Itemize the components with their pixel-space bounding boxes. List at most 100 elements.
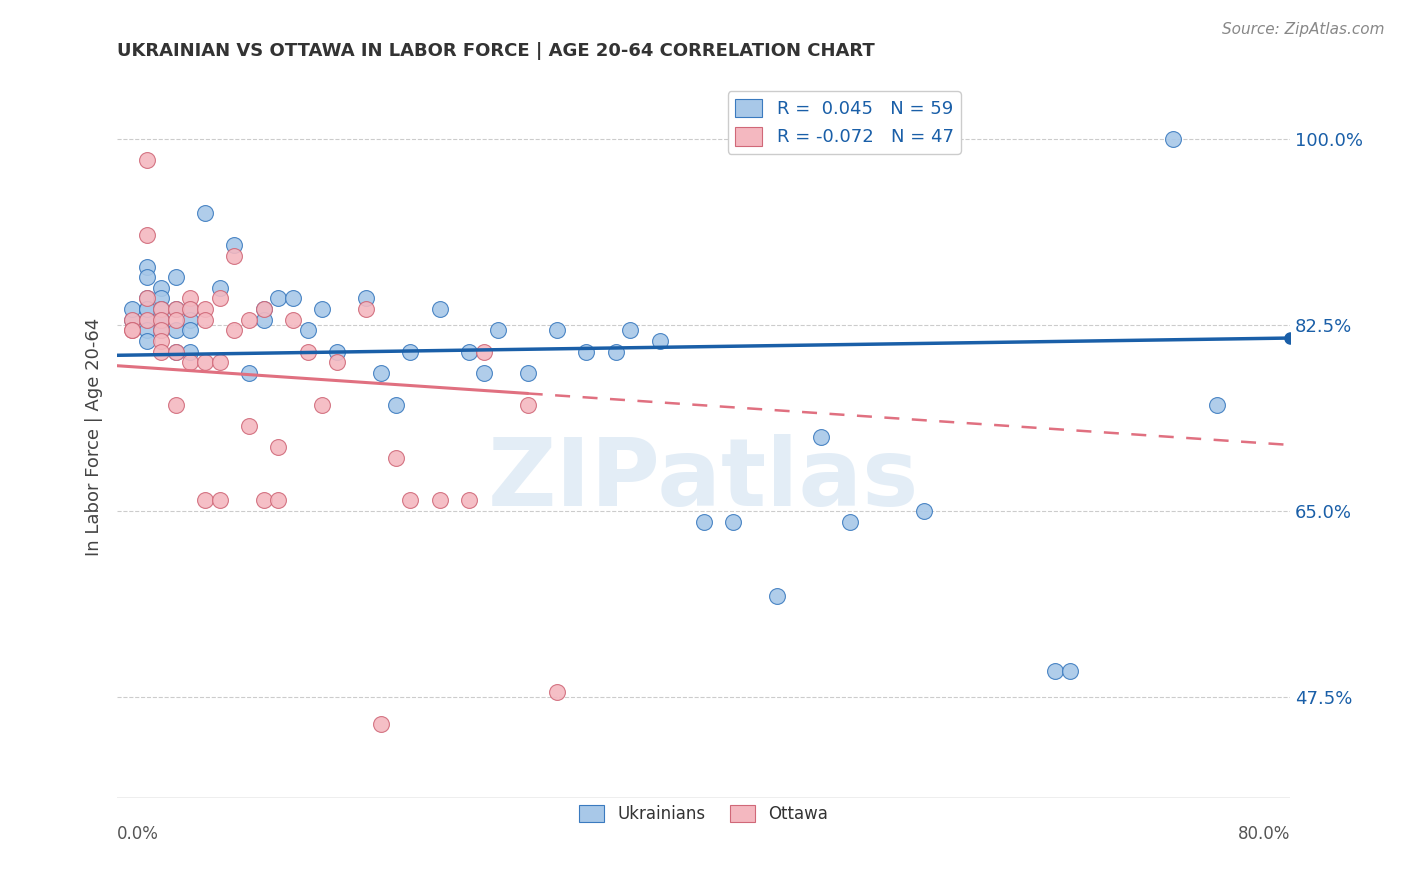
Point <box>839 515 862 529</box>
Point <box>150 344 173 359</box>
Point <box>150 334 173 348</box>
Point <box>458 493 481 508</box>
Point <box>179 355 201 369</box>
Point <box>150 323 173 337</box>
Point <box>399 493 422 508</box>
Point <box>165 398 187 412</box>
Point <box>135 312 157 326</box>
Point <box>135 153 157 168</box>
Point <box>135 323 157 337</box>
Point <box>194 493 217 508</box>
Point <box>281 312 304 326</box>
Point <box>253 312 276 326</box>
Point <box>648 334 671 348</box>
Point <box>208 355 231 369</box>
Point <box>605 344 627 359</box>
Point <box>135 260 157 274</box>
Point <box>121 323 143 337</box>
Point <box>150 292 173 306</box>
Point <box>150 312 173 326</box>
Point <box>912 504 935 518</box>
Point <box>1161 132 1184 146</box>
Point <box>370 716 392 731</box>
Text: 80.0%: 80.0% <box>1237 824 1291 843</box>
Point <box>179 312 201 326</box>
Text: UKRAINIAN VS OTTAWA IN LABOR FORCE | AGE 20-64 CORRELATION CHART: UKRAINIAN VS OTTAWA IN LABOR FORCE | AGE… <box>117 42 875 60</box>
Legend: Ukrainians, Ottawa: Ukrainians, Ottawa <box>572 798 835 830</box>
Point <box>179 301 201 316</box>
Point <box>165 301 187 316</box>
Point <box>458 344 481 359</box>
Point <box>121 323 143 337</box>
Point <box>150 281 173 295</box>
Point <box>297 323 319 337</box>
Point <box>370 366 392 380</box>
Point <box>194 312 217 326</box>
Point <box>472 344 495 359</box>
Point <box>253 493 276 508</box>
Point <box>208 493 231 508</box>
Point <box>297 344 319 359</box>
Point <box>165 344 187 359</box>
Point <box>194 301 217 316</box>
Point <box>399 344 422 359</box>
Point <box>692 515 714 529</box>
Point <box>165 323 187 337</box>
Point <box>121 301 143 316</box>
Point <box>619 323 641 337</box>
Point <box>766 589 789 603</box>
Point <box>267 292 290 306</box>
Point <box>546 685 568 699</box>
Point <box>135 292 157 306</box>
Point <box>546 323 568 337</box>
Point <box>356 292 378 306</box>
Point <box>194 206 217 220</box>
Point <box>150 312 173 326</box>
Point <box>384 450 406 465</box>
Point <box>208 292 231 306</box>
Point <box>238 312 260 326</box>
Point <box>224 323 246 337</box>
Point <box>238 419 260 434</box>
Point <box>179 344 201 359</box>
Text: 0.0%: 0.0% <box>117 824 159 843</box>
Point <box>224 249 246 263</box>
Point <box>1045 664 1067 678</box>
Point <box>135 292 157 306</box>
Point <box>238 366 260 380</box>
Point <box>165 344 187 359</box>
Point <box>472 366 495 380</box>
Point <box>135 334 157 348</box>
Point <box>486 323 509 337</box>
Point <box>516 366 538 380</box>
Point <box>150 301 173 316</box>
Point <box>384 398 406 412</box>
Point <box>575 344 598 359</box>
Point <box>121 312 143 326</box>
Point <box>194 355 217 369</box>
Point <box>150 312 173 326</box>
Point <box>150 301 173 316</box>
Point <box>253 301 276 316</box>
Point <box>165 270 187 285</box>
Y-axis label: In Labor Force | Age 20-64: In Labor Force | Age 20-64 <box>86 318 103 556</box>
Point <box>135 270 157 285</box>
Point <box>135 227 157 242</box>
Point <box>429 493 451 508</box>
Point <box>224 238 246 252</box>
Point <box>135 301 157 316</box>
Point <box>311 398 333 412</box>
Point <box>121 312 143 326</box>
Point <box>1059 664 1081 678</box>
Point <box>810 430 832 444</box>
Point <box>721 515 744 529</box>
Point <box>150 323 173 337</box>
Text: Source: ZipAtlas.com: Source: ZipAtlas.com <box>1222 22 1385 37</box>
Point <box>267 493 290 508</box>
Point <box>208 281 231 295</box>
Point <box>179 323 201 337</box>
Point <box>165 312 187 326</box>
Text: ZIPatlas: ZIPatlas <box>488 434 920 526</box>
Point <box>1205 398 1227 412</box>
Point <box>281 292 304 306</box>
